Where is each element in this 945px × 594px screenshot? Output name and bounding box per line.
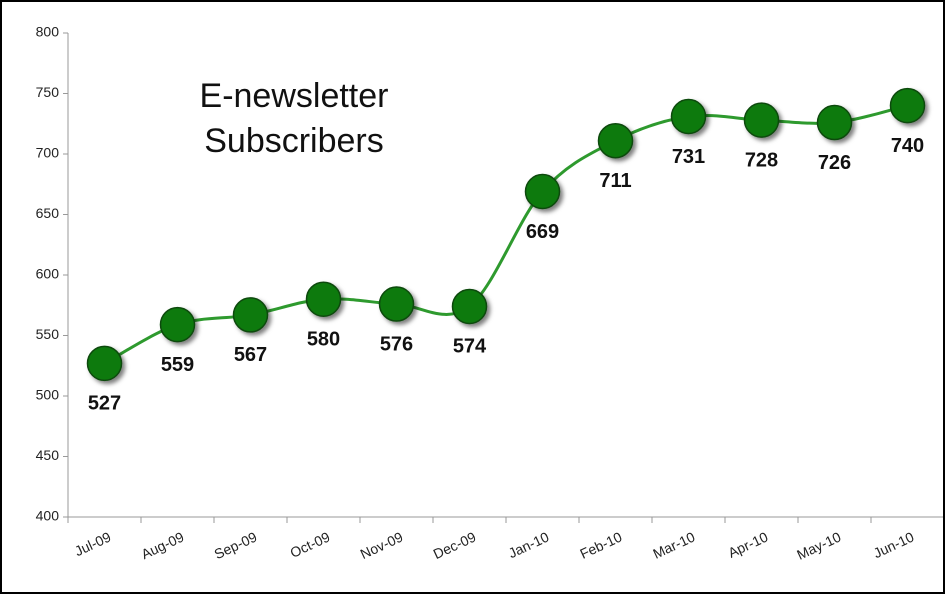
data-label: 669 [526,221,559,243]
x-tick-label: Oct-09 [287,528,332,560]
x-tick-label: Jan-10 [506,528,552,561]
data-label: 559 [161,354,194,376]
chart-title: E-newsletter Subscribers [199,77,389,160]
marker [889,87,926,124]
y-tick-label: 700 [36,145,60,161]
marker [305,281,342,317]
x-tick-label: Sep-09 [212,528,260,562]
marker [451,288,488,325]
marker [86,345,123,382]
x-tick-label: Jun-10 [871,528,917,561]
x-tick-label: Nov-09 [358,528,406,562]
y-tick-label: 500 [36,387,60,403]
data-label: 726 [818,152,851,174]
x-tick-label: Jul-09 [72,528,114,559]
marker [378,286,415,322]
marker [159,306,196,343]
y-tick-label: 600 [36,266,60,282]
x-tick-label: Apr-10 [725,528,770,560]
y-tick-label: 400 [36,508,60,524]
data-label: 731 [672,146,705,168]
x-tick-label: Mar-10 [650,528,697,561]
data-label: 567 [234,344,267,366]
data-label: 527 [88,393,121,415]
marker [816,104,853,141]
marker [597,122,634,159]
data-label: 580 [307,328,340,350]
y-tick-label: 650 [36,205,60,221]
x-tick-label: Dec-09 [431,528,479,562]
data-label: 740 [891,135,924,157]
data-label: 574 [453,336,487,358]
data-label: 576 [380,333,413,355]
y-tick-label: 800 [36,24,60,40]
marker [232,297,269,333]
x-tick-label: May-10 [794,528,843,562]
data-label: 728 [745,149,778,171]
marker [743,102,780,138]
y-tick-label: 750 [36,84,60,100]
x-tick-label: Aug-09 [139,528,187,562]
x-tick-label: Feb-10 [577,528,624,561]
marker [670,98,707,135]
y-tick-label: 550 [36,326,60,342]
data-label: 711 [599,170,631,192]
marker [524,173,561,210]
y-tick-label: 450 [36,447,60,463]
